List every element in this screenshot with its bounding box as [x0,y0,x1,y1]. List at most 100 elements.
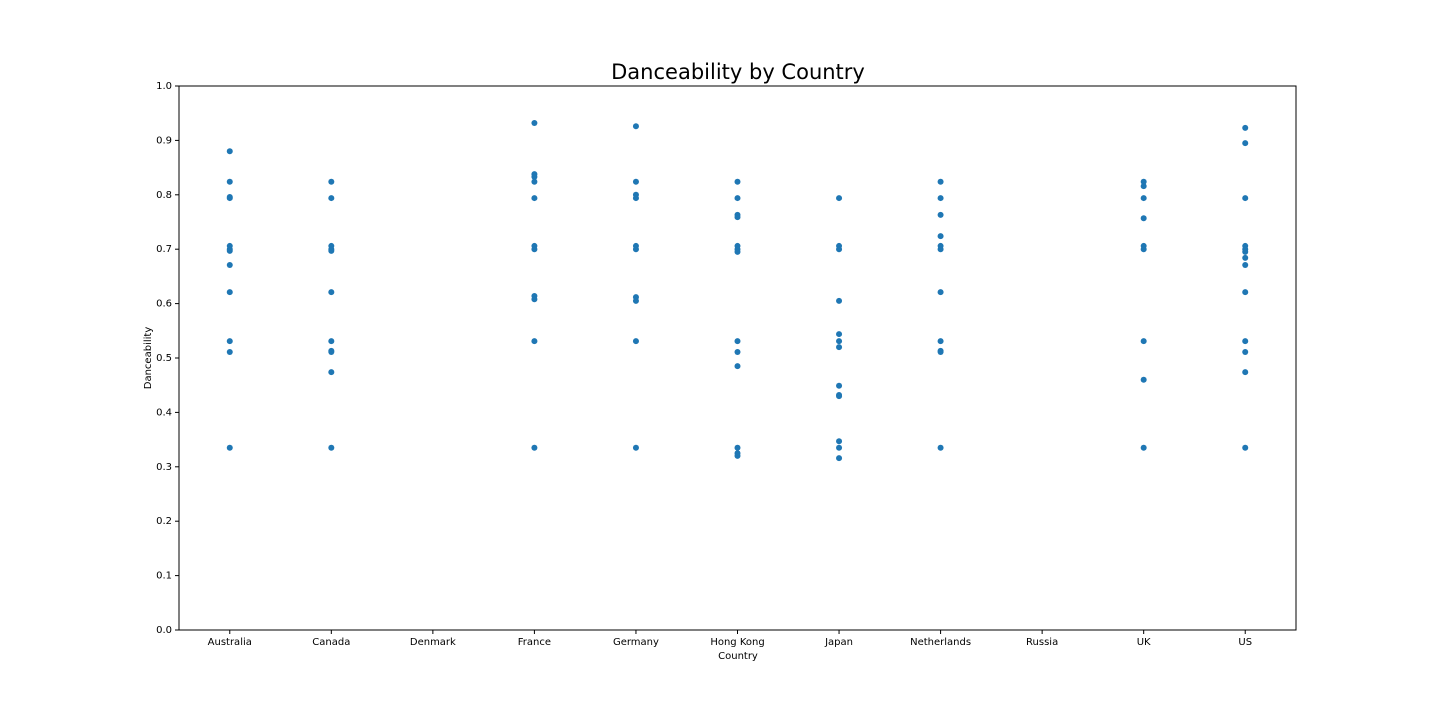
y-tick-label: 0.9 [156,135,172,146]
point [937,246,944,253]
point [836,438,843,445]
point [531,195,538,202]
chart-title: Danceability by Country [611,60,865,84]
y-tick-label: 0.0 [156,625,172,636]
point [937,178,944,185]
point [937,349,944,356]
point [734,214,741,221]
point [632,444,639,451]
point [836,455,843,462]
point [836,331,843,338]
point [328,349,335,356]
point [1140,444,1147,451]
point [226,444,233,451]
x-tick-label: Japan [824,637,853,648]
y-tick-label: 1.0 [156,81,172,92]
point [836,338,843,345]
point [937,444,944,451]
point [1140,195,1147,202]
point [632,195,639,202]
point [632,123,639,130]
point [1242,444,1249,451]
point [226,289,233,296]
point [734,178,741,185]
point [1242,338,1249,345]
y-tick-label: 0.5 [156,353,172,364]
point [226,195,233,202]
point [531,296,538,303]
point [734,452,741,459]
point [836,195,843,202]
point [937,289,944,296]
point [226,349,233,356]
x-tick-label: Canada [312,637,350,648]
x-tick-label: Australia [208,637,252,648]
point [836,297,843,304]
point [1140,178,1147,185]
y-tick-label: 0.3 [156,462,172,473]
point [836,393,843,400]
point [734,363,741,370]
y-tick-label: 0.2 [156,516,172,527]
point [1140,246,1147,253]
point [1242,289,1249,296]
point [632,297,639,304]
point [1242,248,1249,255]
x-tick-label: Hong Kong [710,637,764,648]
point [1140,183,1147,190]
point [1242,254,1249,261]
point [226,247,233,254]
point [632,246,639,253]
point [1140,338,1147,345]
point [226,261,233,268]
point [1242,349,1249,356]
y-tick-label: 0.7 [156,244,172,255]
point [531,119,538,126]
y-tick-label: 0.4 [156,407,172,418]
point [328,195,335,202]
x-tick-label: Germany [613,637,659,648]
point [836,382,843,389]
point [836,344,843,351]
point [1242,195,1249,202]
point [734,248,741,255]
x-tick-label: Netherlands [910,637,971,648]
point [836,246,843,253]
point [531,173,538,180]
x-tick-label: Denmark [410,637,456,648]
point [226,178,233,185]
point [226,148,233,155]
point [1242,261,1249,268]
y-tick-label: 0.6 [156,299,172,310]
point [734,195,741,202]
point [328,444,335,451]
point [937,195,944,202]
x-tick-label: US [1238,637,1252,648]
point [226,338,233,345]
y-axis-label: Danceability [143,327,154,390]
point [734,338,741,345]
point [1140,376,1147,383]
point [328,338,335,345]
x-tick-label: France [518,637,551,648]
y-tick-label: 0.1 [156,571,172,582]
point [937,211,944,218]
x-tick-label: Russia [1026,637,1058,648]
point [1140,215,1147,222]
x-axis-label: Country [718,651,758,662]
point [1242,369,1249,376]
point [734,349,741,356]
point [1242,124,1249,131]
point [937,338,944,345]
point [937,233,944,240]
y-tick-label: 0.8 [156,190,172,201]
point [328,289,335,296]
point [1242,140,1249,147]
point [328,178,335,185]
point [531,444,538,451]
point [328,247,335,254]
point [836,444,843,451]
